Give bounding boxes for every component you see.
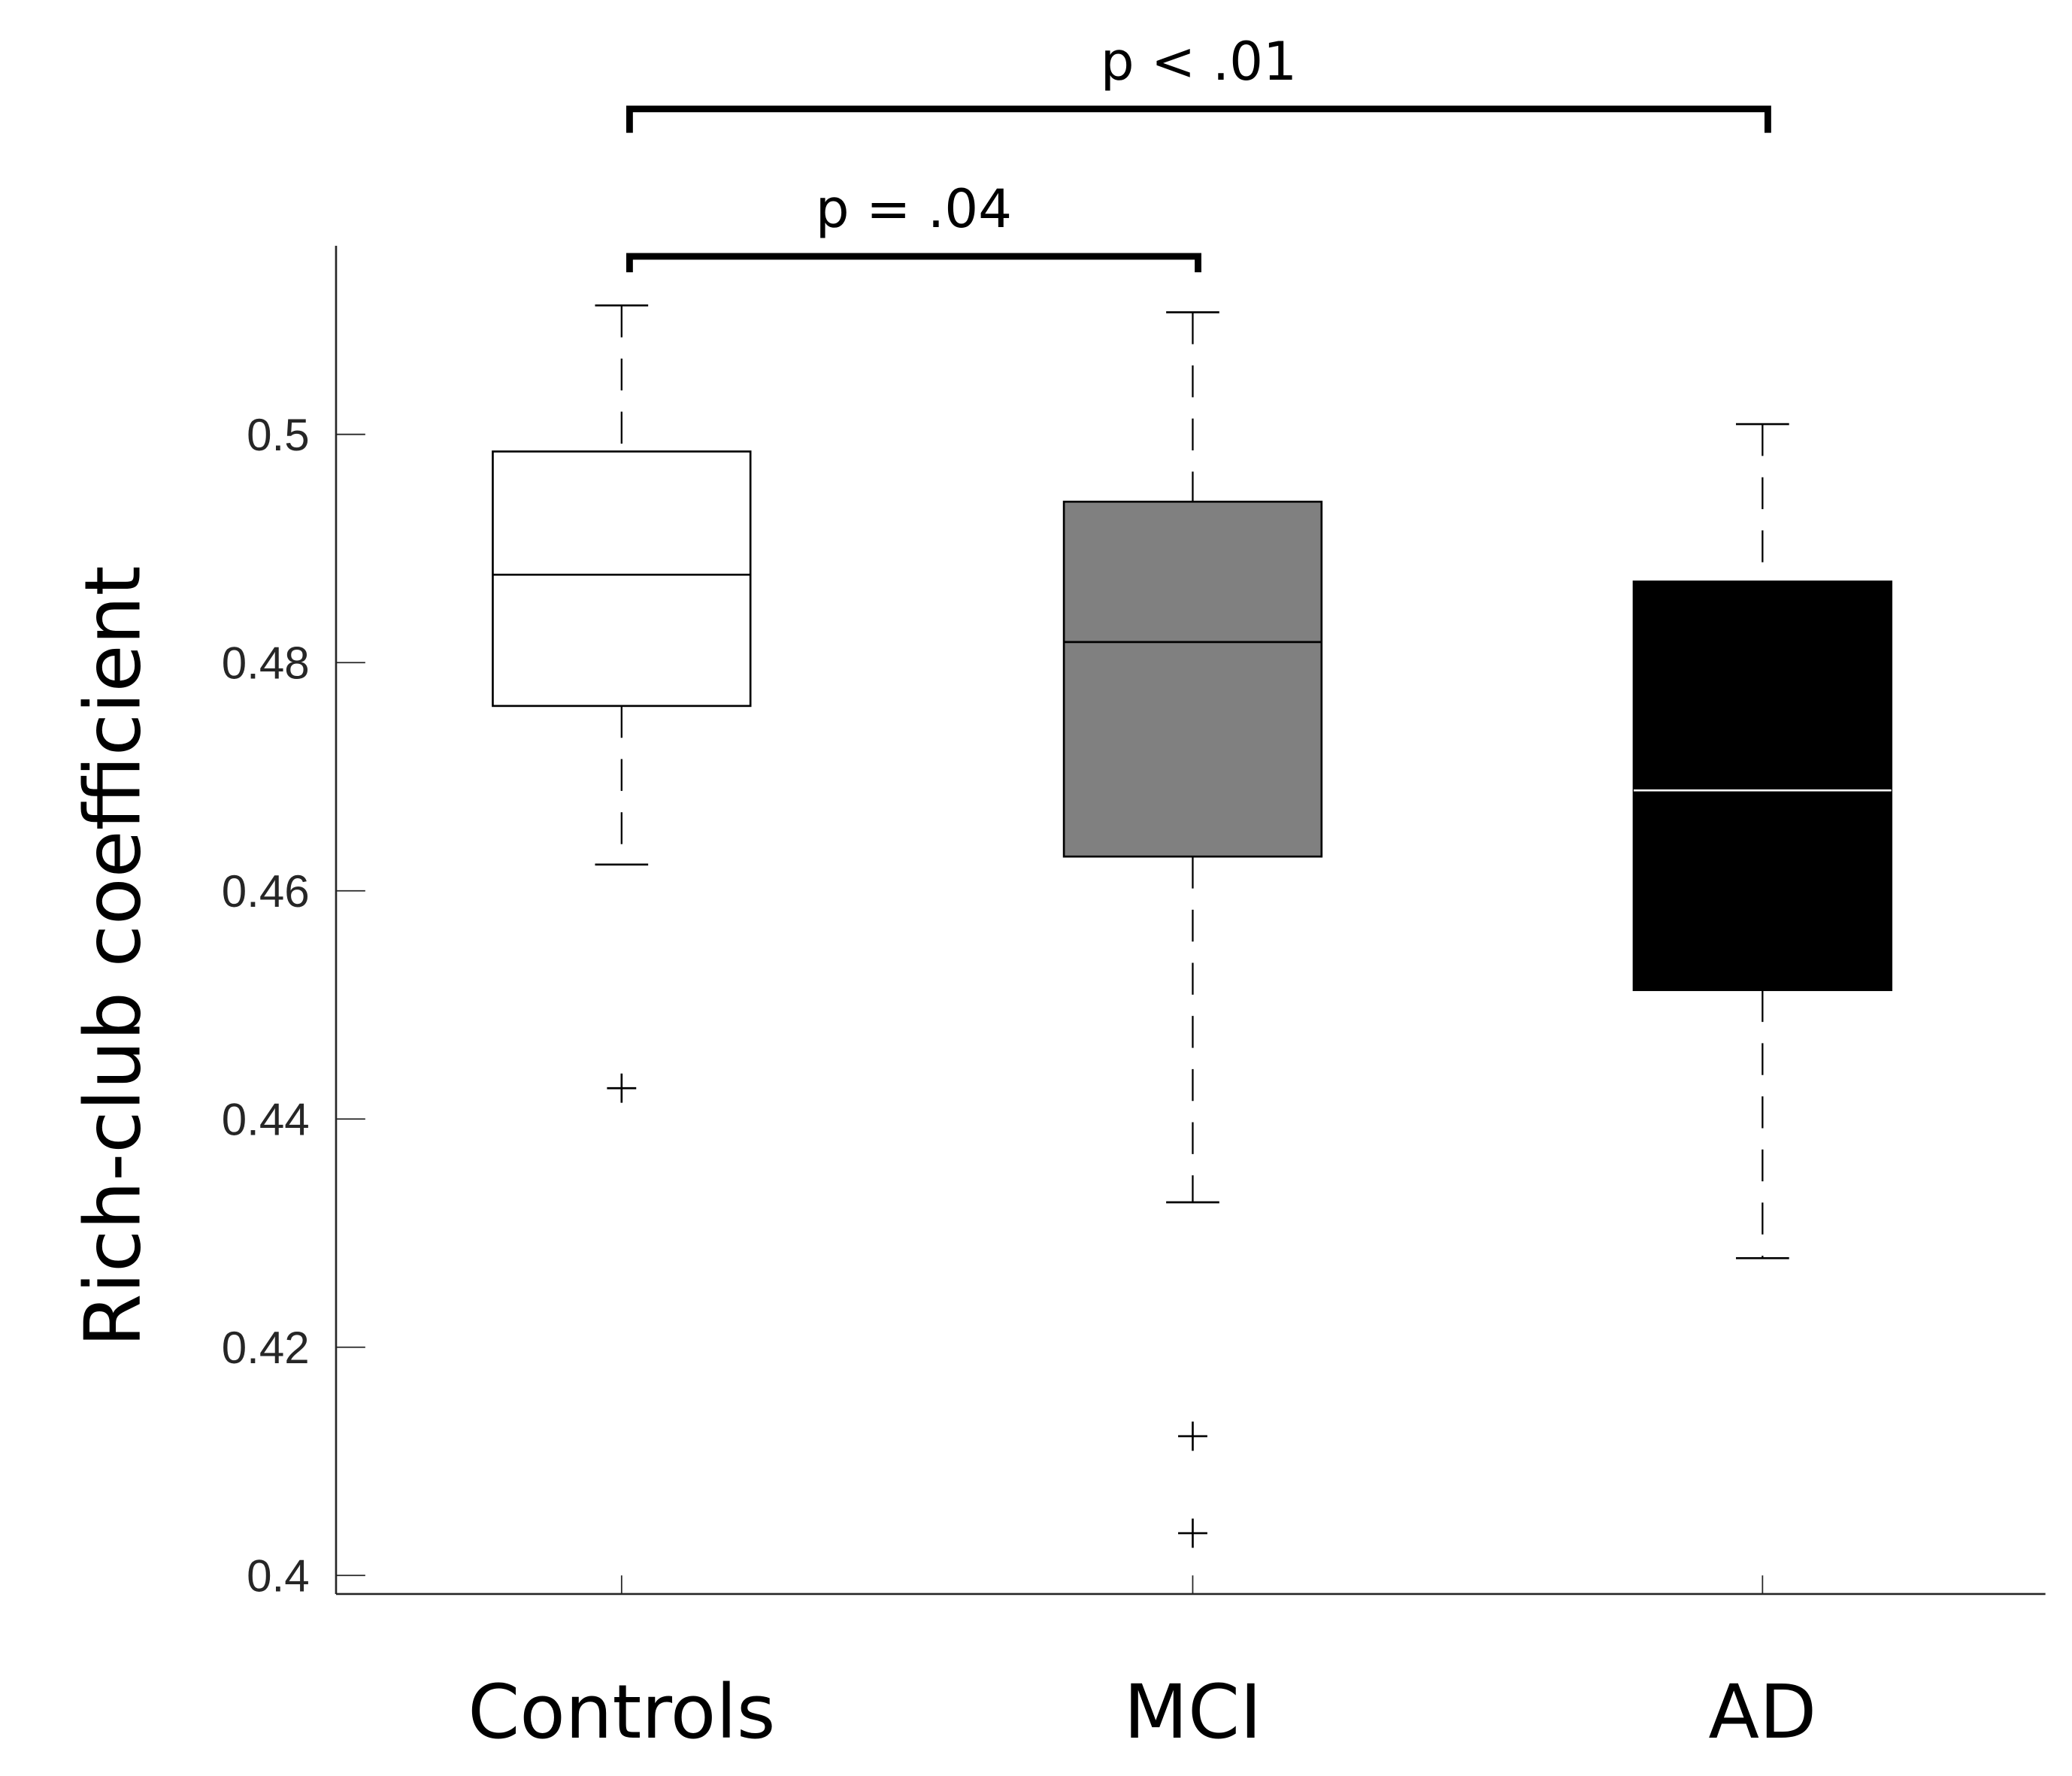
box-ad [1632,423,1893,1259]
x-tick-label: AD [1708,1669,1816,1756]
p-value-label: p < .01 [1101,30,1297,92]
significance-bracket [626,105,1771,133]
box-mci [1062,311,1323,1548]
axes: 0.4 0.42 0.44 0.46 0.48 0.5 Controls MCI AD [222,245,2046,1756]
x-tick-label: MCI [1124,1669,1262,1756]
box-iqr [1632,580,1893,992]
significance-bracket [626,253,1201,273]
y-tick-label: 0.46 [222,866,310,917]
significance-annotations: p < .01 p = .04 [626,30,1771,273]
y-tick-label: 0.4 [247,1550,309,1601]
y-tick-label: 0.48 [222,638,310,688]
box-controls [492,304,752,1103]
y-axis-label: Rich-club coefficient [69,565,159,1347]
y-tick-label: 0.44 [222,1094,310,1144]
box-iqr [1062,500,1323,858]
outlier-marker [607,1073,637,1103]
outlier-marker [1178,1518,1207,1548]
outlier-marker [1178,1421,1207,1451]
y-tick-label: 0.5 [247,410,309,460]
x-tick-label: Controls [468,1669,775,1756]
box-iqr [492,450,752,708]
p-value-label: p = .04 [816,177,1012,240]
boxes [492,304,1893,1548]
y-tick-label: 0.42 [222,1323,310,1373]
